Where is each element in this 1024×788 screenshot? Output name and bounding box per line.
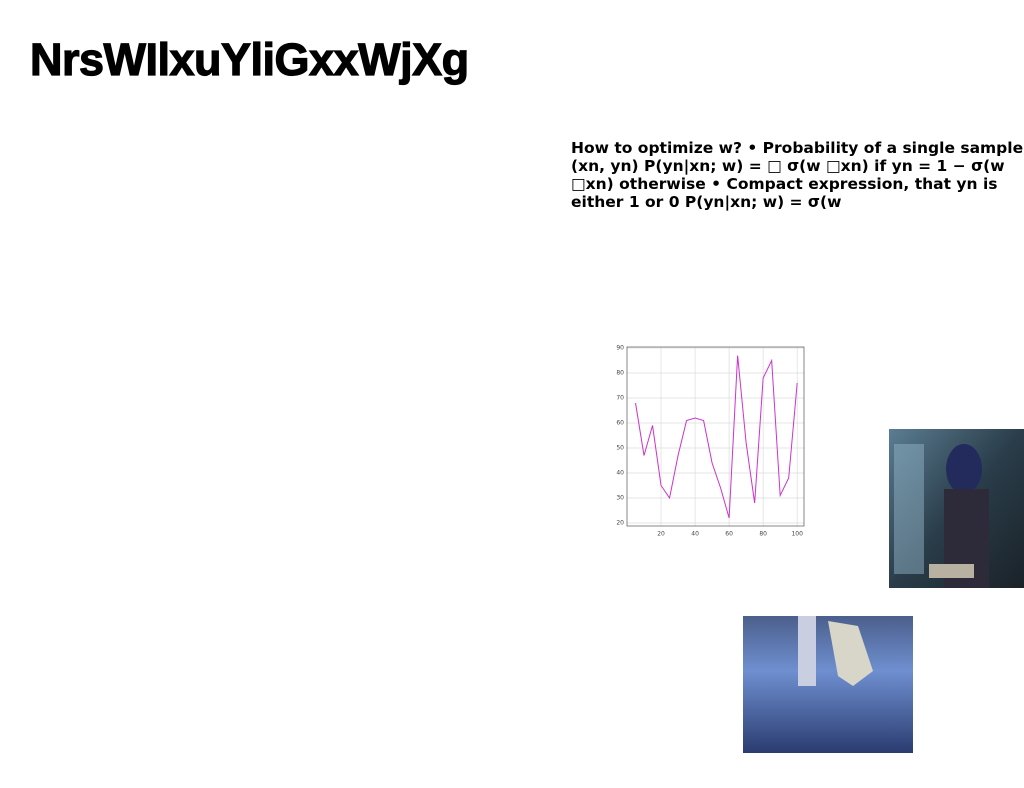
plot-frame [626, 346, 805, 527]
line-series [635, 355, 798, 519]
x-tick-label: 80 [759, 531, 767, 538]
body-text: How to optimize w? • Probability of a si… [571, 139, 1024, 211]
y-tick-label: 30 [616, 495, 624, 502]
y-tick-label: 90 [616, 345, 624, 352]
y-tick-label: 60 [616, 420, 624, 427]
photo [743, 616, 913, 753]
slide-title: NrsWIlxuYliGxxWjXg [29, 33, 469, 85]
x-tick-label: 100 [791, 531, 803, 538]
y-tick-label: 50 [616, 445, 624, 452]
y-tick-label: 80 [616, 370, 624, 377]
photo [889, 429, 1024, 588]
y-tick-label: 40 [616, 470, 624, 477]
x-tick-label: 20 [657, 531, 665, 538]
x-tick-label: 60 [725, 531, 733, 538]
line-chart: 20 30 40 50 60 70 80 90 20 40 60 80 100 [616, 345, 805, 538]
y-tick-label: 20 [616, 520, 624, 527]
x-tick-label: 40 [691, 531, 699, 538]
y-tick-label: 70 [616, 395, 624, 402]
